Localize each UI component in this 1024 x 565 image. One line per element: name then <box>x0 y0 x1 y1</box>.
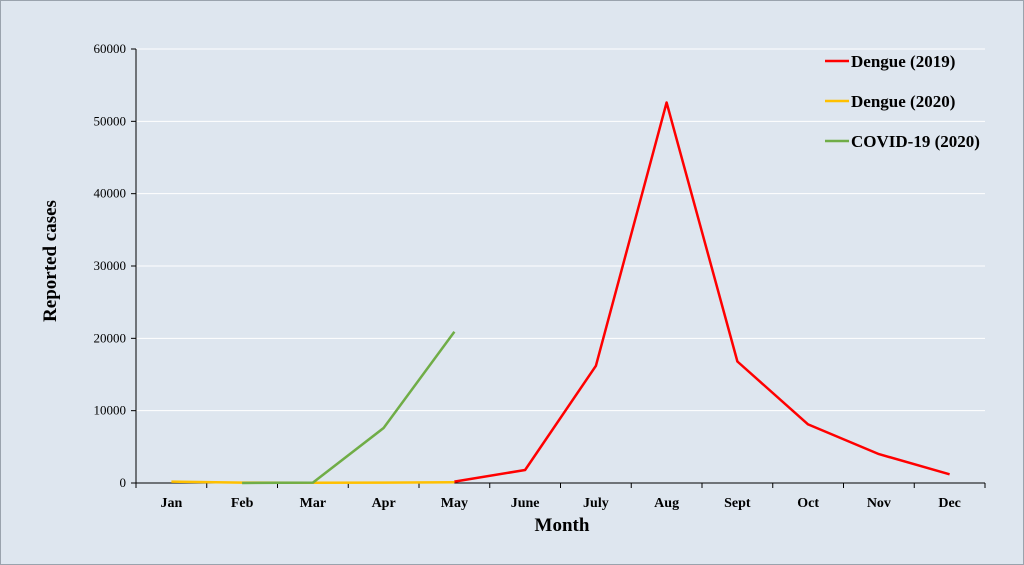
y-tick-label: 60000 <box>94 41 127 56</box>
y-tick-label: 30000 <box>94 258 127 273</box>
gridlines <box>136 48 985 412</box>
y-axis-ticks: 0 10000 20000 30000 40000 50000 60000 <box>94 41 136 490</box>
x-tick-label: Sept <box>724 496 751 511</box>
series-line-2 <box>242 331 456 485</box>
y-tick-label: 50000 <box>94 113 127 128</box>
x-tick-label: Apr <box>372 496 396 511</box>
x-axis-title: Month <box>535 515 590 536</box>
x-tick-label: June <box>511 496 540 511</box>
legend: Dengue (2019) Dengue (2020) COVID-19 (2020… <box>825 52 980 151</box>
y-tick-label: 0 <box>120 475 127 490</box>
x-tick-label: Oct <box>797 496 819 511</box>
y-axis-title: Reported cases <box>40 200 61 322</box>
x-tick-label: Jan <box>160 496 182 511</box>
series-lines <box>171 101 950 485</box>
legend-label: COVID-19 (2020) <box>851 132 980 151</box>
x-axis-ticks: Jan Feb Mar Apr May June July Aug Sept Oct Nov Dec <box>135 483 986 511</box>
legend-label: Dengue (2020) <box>851 92 955 111</box>
y-tick-label: 10000 <box>94 403 127 418</box>
series-line-0 <box>454 101 950 483</box>
x-tick-label: Mar <box>300 496 326 511</box>
x-tick-label: May <box>441 496 468 511</box>
x-tick-label: Dec <box>938 496 961 511</box>
x-tick-label: Aug <box>654 496 679 511</box>
x-tick-label: July <box>583 496 609 511</box>
x-tick-label: Feb <box>231 496 254 511</box>
x-tick-label: Nov <box>867 496 891 511</box>
legend-label: Dengue (2019) <box>851 52 955 71</box>
y-tick-label: 40000 <box>94 186 127 201</box>
y-tick-label: 20000 <box>94 330 127 345</box>
